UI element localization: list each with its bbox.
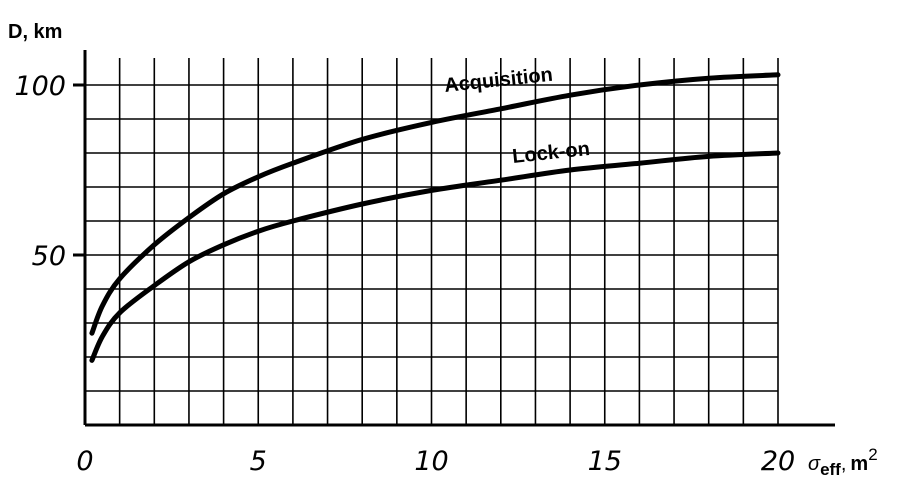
y-axis-label: D, km — [8, 21, 62, 43]
curves — [89, 72, 781, 363]
series-label-lock-on: Lock-on — [511, 138, 591, 168]
series-line-acquisition — [89, 72, 781, 336]
x-axis-label-symbol: σ — [808, 453, 821, 475]
x-tick-labels: 0 5 10 15 20 — [76, 446, 795, 477]
x-tick-label: 0 — [76, 446, 93, 477]
series-label-acquisition: Acquisition — [443, 64, 554, 97]
axes — [73, 50, 835, 427]
x-axis-label-sep: , — [841, 453, 847, 475]
x-axis-label-subscript: eff — [820, 460, 841, 479]
y-tick-labels: 50 100 — [14, 71, 66, 272]
grid — [85, 58, 779, 425]
y-tick-label: 50 — [32, 241, 66, 272]
x-tick-label: 5 — [250, 446, 267, 477]
x-axis-label-exponent: 2 — [868, 445, 877, 464]
x-tick-label: 15 — [588, 446, 622, 477]
x-tick-label: 20 — [761, 446, 795, 477]
y-tick-label: 100 — [14, 71, 66, 102]
x-axis-label-unit: m — [850, 453, 868, 475]
x-axis-label: σeff, m2 — [808, 445, 878, 479]
series-line-lock-on — [89, 150, 781, 363]
x-tick-label: 10 — [414, 446, 448, 477]
